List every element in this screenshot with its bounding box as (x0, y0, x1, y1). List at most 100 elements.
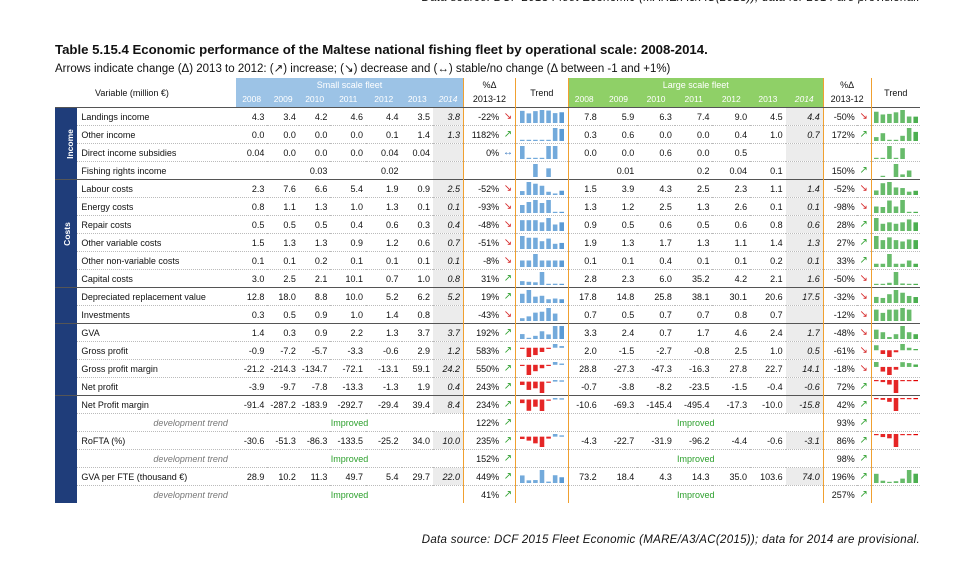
trend-bar (906, 380, 912, 382)
value-cell: 5.4 (330, 179, 366, 198)
category-label-cell: Capital value (55, 287, 78, 324)
trend-bar (906, 332, 912, 339)
arrow-down-icon: ↘ (501, 251, 516, 270)
variable-label: Net profit (77, 377, 236, 396)
trend-bar (886, 182, 892, 195)
trend-bar (886, 113, 892, 123)
value-cell: 0.1 (401, 251, 434, 270)
value-cell: 5.2 (365, 287, 402, 306)
pct-change-cell: -43% (463, 305, 502, 324)
trend-bar (519, 146, 525, 159)
value-cell: 14.1 (785, 359, 824, 378)
value-cell: -214.3 (267, 359, 299, 378)
value-cell: 10.0 (330, 287, 366, 306)
value-cell: 1.0 (401, 269, 434, 288)
development-trend-value: Improved (567, 413, 824, 432)
trend-cell (514, 161, 569, 180)
value-cell: 0.8 (433, 269, 464, 288)
trend-bar (546, 200, 551, 213)
value-cell: 0.3 (567, 125, 600, 144)
trend-bar (900, 241, 905, 249)
trend-sparkline (519, 272, 564, 285)
value-cell: 74.0 (785, 467, 824, 486)
value-cell: 1.5 (235, 233, 268, 252)
value-cell: 0.6 (365, 215, 402, 234)
pct-change-cell: 1182% (463, 125, 502, 144)
pct-change-cell: 196% (822, 467, 857, 486)
value-cell: 6.2 (401, 287, 434, 306)
trend-bar (519, 293, 525, 303)
value-cell (785, 143, 824, 162)
trend-bar (886, 139, 892, 141)
value-cell: -9.7 (267, 377, 299, 396)
arrow-cell (856, 143, 872, 162)
value-cell: 1.3 (298, 197, 331, 216)
trend-bar (873, 283, 879, 285)
value-cell: 0.5 (267, 215, 299, 234)
trend-bar (559, 112, 564, 123)
trend-bar (552, 211, 558, 213)
value-cell: 0.2 (298, 251, 331, 270)
development-trend-value: Improved (235, 485, 464, 503)
development-trend-value: Improved (567, 449, 824, 468)
trend-bar (539, 381, 545, 393)
trend-bar (900, 380, 905, 382)
trend-cell (870, 233, 920, 252)
arrow-up-icon: ↗ (501, 485, 516, 503)
trend-bar (539, 399, 545, 411)
table-body: Income Landings income 4.3 3.4 4.2 4.6 4.4 3.5 3… (55, 107, 920, 503)
value-cell: 4.6 (330, 107, 366, 126)
value-cell: -21.2 (235, 359, 268, 378)
year-header: 2014 (433, 91, 464, 108)
value-cell (750, 143, 786, 162)
trend-bar (552, 260, 558, 267)
arrow-down-icon: ↘ (856, 359, 872, 378)
trend-bar (546, 238, 551, 249)
trend-bar (880, 332, 885, 339)
large-pct-header: %Δ (822, 78, 872, 91)
trend-bar (880, 157, 885, 159)
trend-bar (906, 260, 912, 267)
pct-change-cell: 98% (822, 449, 857, 468)
trend-cell (514, 341, 569, 360)
value-cell: 3.7 (401, 323, 434, 342)
pct-change-cell: 257% (822, 485, 857, 503)
value-cell: 0.6 (599, 125, 638, 144)
variable-label: GVA (77, 323, 236, 342)
trend-bar (526, 290, 531, 303)
value-cell: 38.1 (674, 287, 713, 306)
pct-change-cell: -93% (463, 197, 502, 216)
trend-bar (913, 349, 918, 351)
value-cell: 2.5 (267, 269, 299, 288)
arrow-up-icon: ↗ (501, 377, 516, 396)
value-cell: -2.7 (637, 341, 675, 360)
trend-sparkline (519, 110, 564, 123)
economic-performance-table: Variable (million €) Small scale fleet %… (55, 78, 920, 503)
trend-bar (900, 362, 905, 367)
trend-bar (886, 380, 892, 385)
value-cell: -31.9 (637, 431, 675, 450)
value-cell: 0.7 (637, 305, 675, 324)
value-cell: 0.1 (785, 251, 824, 270)
value-cell: 1.3 (674, 197, 713, 216)
table-row: Other variable costs 1.5 1.3 1.3 0.9 1.2 0.6 0.… (55, 233, 920, 252)
trend-bar (539, 364, 545, 369)
variable-label: Capital costs (77, 269, 236, 288)
trend-cell (870, 161, 920, 180)
development-trend-value: Improved (567, 485, 824, 503)
pct-change-cell: -48% (463, 215, 502, 234)
trend-bar (559, 211, 564, 213)
trend-bar (539, 110, 545, 123)
trend-bar (906, 295, 912, 303)
variable-header: Variable (million €) (95, 87, 169, 98)
value-cell: 3.5 (401, 107, 434, 126)
value-cell: 0.3 (267, 323, 299, 342)
trend-bar (893, 434, 899, 447)
trend-bar (519, 399, 525, 404)
arrow-side-icon: ↔ (501, 143, 516, 162)
value-cell: -3.8 (599, 377, 638, 396)
pct-change-cell: -50% (822, 107, 857, 126)
trend-bar (519, 110, 525, 123)
trend-bar (906, 219, 912, 231)
table-title: Table 5.15.4 Economic performance of the… (55, 42, 708, 57)
